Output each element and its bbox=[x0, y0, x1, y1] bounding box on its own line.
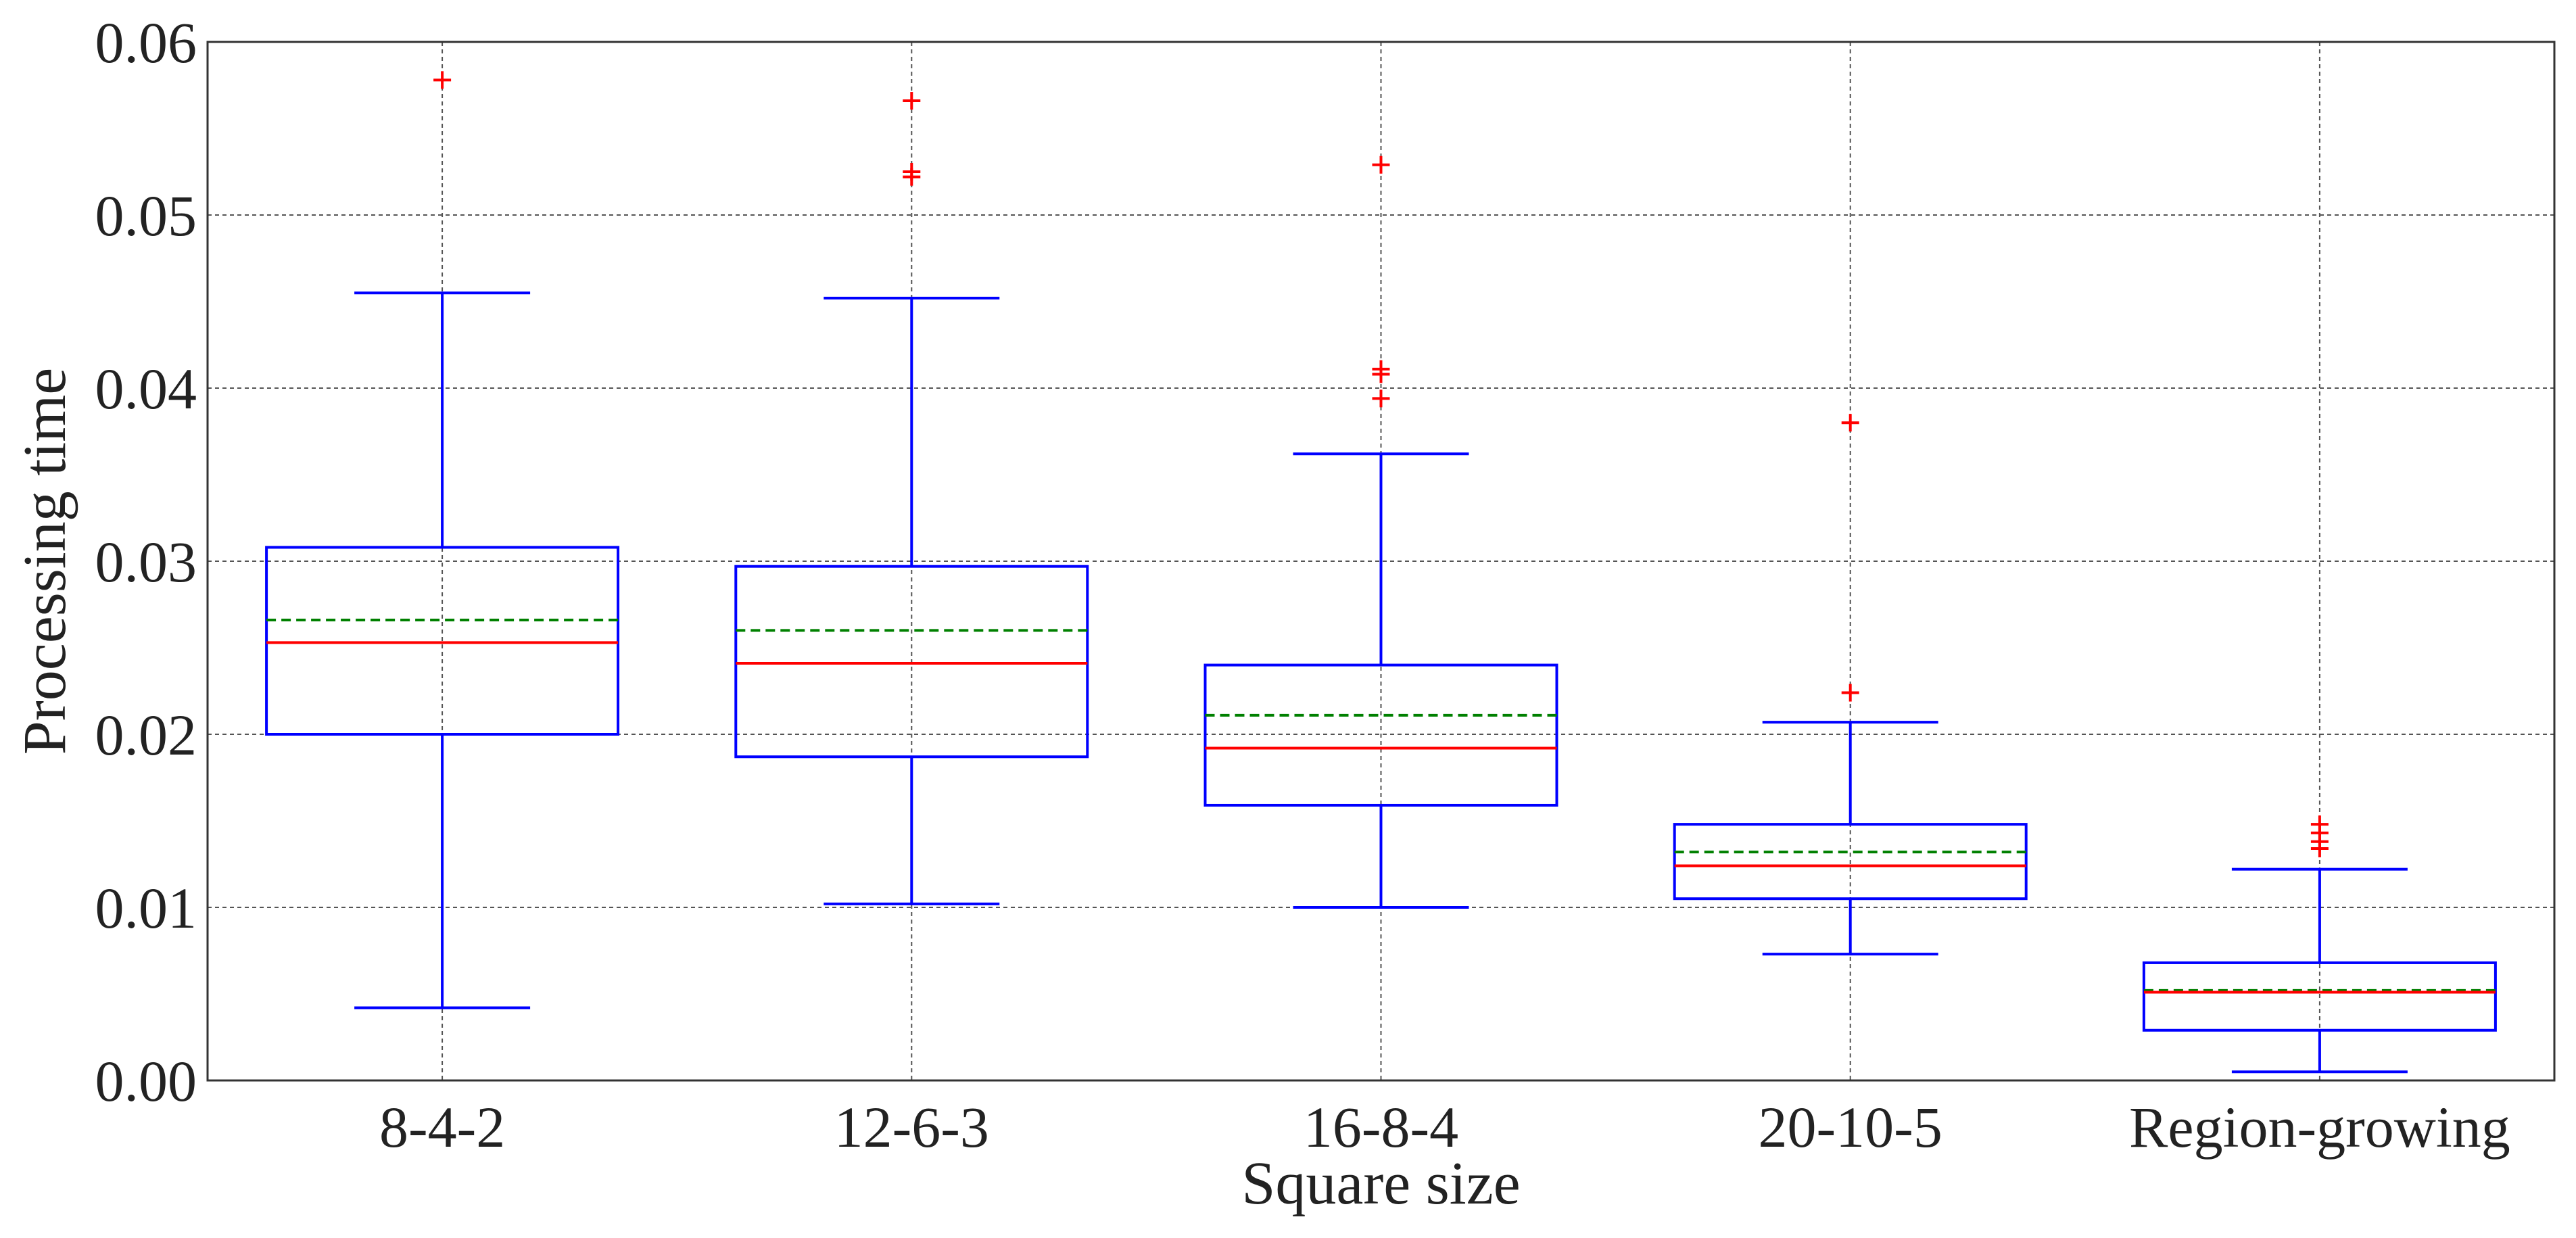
x-axis-label: Square size bbox=[1241, 1150, 1520, 1217]
box-group bbox=[734, 92, 1089, 905]
outlier-marker bbox=[2310, 815, 2329, 834]
interquartile-box bbox=[1673, 823, 2028, 901]
box-group bbox=[1203, 156, 1558, 909]
x-tick-label: 12-6-3 bbox=[834, 1095, 989, 1160]
outlier-marker bbox=[433, 71, 452, 89]
x-tick-label: Region-growing bbox=[2129, 1095, 2510, 1160]
outlier-marker bbox=[903, 163, 921, 181]
y-tick-label: 0.04 bbox=[95, 356, 197, 421]
outlier-marker bbox=[1372, 360, 1390, 378]
y-tick-label: 0.03 bbox=[95, 529, 197, 594]
y-tick-label: 0.06 bbox=[95, 10, 197, 75]
outlier-marker bbox=[1841, 414, 1859, 432]
plot-frame bbox=[206, 41, 2556, 1082]
interquartile-box bbox=[734, 565, 1089, 759]
box-group bbox=[1673, 414, 2028, 956]
y-tick-label: 0.02 bbox=[95, 703, 197, 767]
boxes-layer bbox=[265, 71, 2497, 1074]
outlier-marker bbox=[903, 92, 921, 110]
y-tick-label: 0.00 bbox=[95, 1049, 197, 1114]
outlier-marker bbox=[1372, 389, 1390, 408]
box-group bbox=[265, 71, 620, 1009]
outlier-marker bbox=[1841, 684, 1859, 702]
x-tick-label: 20-10-5 bbox=[1759, 1095, 1942, 1160]
interquartile-box bbox=[1203, 663, 1558, 807]
outlier-marker bbox=[1372, 156, 1390, 174]
y-tick-label: 0.01 bbox=[95, 876, 197, 941]
x-tick-label: 16-8-4 bbox=[1304, 1095, 1458, 1160]
interquartile-box bbox=[2142, 961, 2497, 1032]
box-group bbox=[2142, 815, 2497, 1074]
y-tick-label: 0.05 bbox=[95, 183, 197, 248]
axes-layer: 0.00 0.01 0.02 0.03 0.04 0.05 0.06 8-4-2 12-6-3 1… bbox=[95, 10, 2556, 1160]
x-tick-label: 8-4-2 bbox=[379, 1095, 505, 1160]
y-axis-label: Processing time bbox=[11, 368, 78, 755]
labels-layer: Square size Processing time bbox=[11, 368, 1521, 1217]
interquartile-box bbox=[265, 546, 620, 736]
